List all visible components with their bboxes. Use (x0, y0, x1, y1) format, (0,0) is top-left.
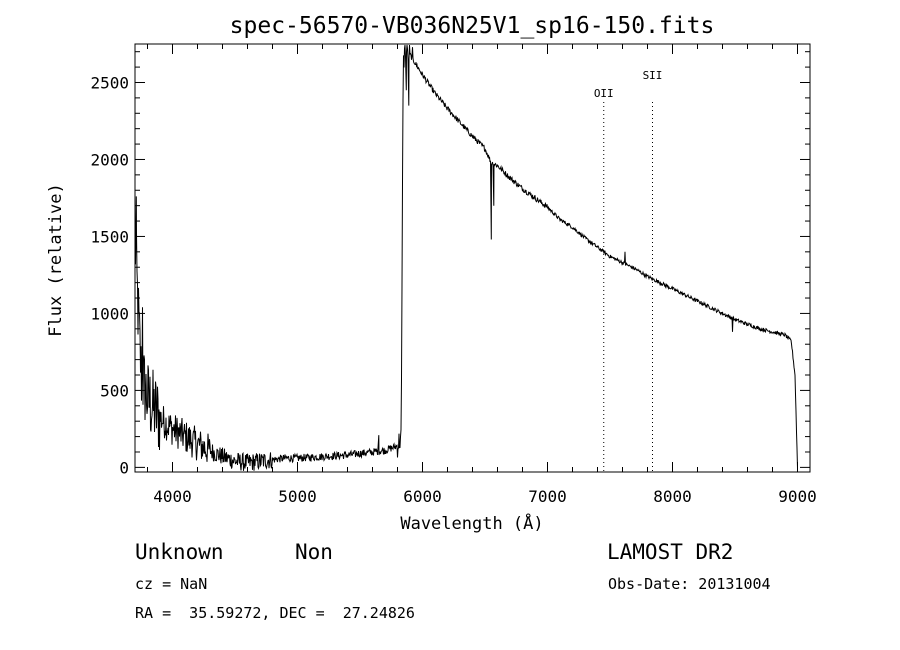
x-axis-label: Wavelength (Å) (400, 512, 543, 534)
y-axis-ticks: 0 500 1000 1500 2000 2500 (90, 51, 810, 477)
object-subclass: Non (295, 540, 333, 564)
x-tick-label: 7000 (528, 487, 567, 506)
redshift-cz: cz = NaN (135, 575, 208, 593)
line-annotations: OII SII (594, 69, 663, 472)
x-tick-label: 8000 (653, 487, 692, 506)
annotation-label: SII (643, 69, 663, 82)
x-axis-ticks: 4000 5000 6000 7000 8000 9000 (147, 44, 817, 506)
survey-name: LAMOST DR2 (607, 540, 734, 564)
coordinates: RA = 35.59272, DEC = 27.24826 (135, 604, 415, 622)
plot-axes (134, 43, 811, 473)
x-tick-label: 4000 (153, 487, 192, 506)
plot-frame (134, 43, 811, 473)
y-tick-label: 2500 (90, 73, 129, 92)
spectrum-line (134, 44, 798, 471)
y-tick-label: 500 (100, 381, 129, 400)
chart-title: spec-56570-VB036N25V1_sp16-150.fits (230, 13, 715, 39)
y-tick-label: 2000 (90, 150, 129, 169)
y-tick-label: 1500 (90, 227, 129, 246)
observation-date: Obs-Date: 20131004 (608, 575, 771, 593)
x-tick-label: 6000 (403, 487, 442, 506)
object-class: Unknown (135, 540, 224, 564)
y-axis-label: Flux (relative) (46, 183, 66, 337)
y-tick-label: 1000 (90, 304, 129, 323)
x-tick-label: 9000 (778, 487, 817, 506)
annotation-label: OII (594, 87, 614, 100)
x-tick-label: 5000 (278, 487, 317, 506)
y-tick-label: 0 (119, 458, 129, 477)
